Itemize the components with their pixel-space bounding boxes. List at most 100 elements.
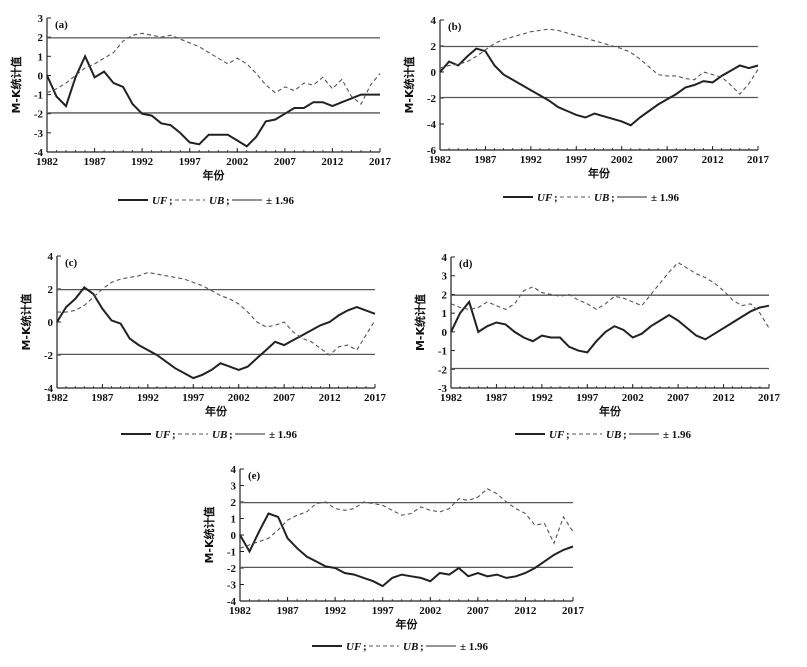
x-tick-label: 2002 [228, 392, 251, 404]
y-tick-label: 2 [442, 289, 448, 301]
x-tick-label: 2017 [369, 156, 392, 168]
x-tick-label: 1997 [182, 392, 205, 404]
y-tick-label: -6 [427, 145, 437, 157]
y-tick-label: -1 [227, 547, 236, 559]
x-tick-label: 1987 [91, 392, 114, 404]
x-tick-label: 1997 [179, 156, 202, 168]
legend-uf-label: UF [537, 192, 553, 204]
legend-threshold-label: ± 1.96 [663, 429, 692, 441]
y-tick-label: -3 [227, 580, 237, 592]
x-axis-label: 年份 [588, 166, 611, 180]
x-tick-label: 2007 [274, 156, 297, 168]
legend-ub-label: UB [594, 192, 609, 204]
y-axis-label: M-K统计值 [413, 294, 427, 351]
legend-separator: ; [623, 429, 627, 441]
series-line-ub [239, 488, 574, 549]
y-tick-label: -2 [427, 93, 437, 105]
legend-separator: ; [169, 195, 173, 207]
x-tick-label: 2002 [611, 154, 634, 166]
series-line-uf [439, 47, 759, 127]
y-tick-label: 2 [231, 497, 237, 509]
y-tick-label: 1 [38, 51, 44, 63]
x-tick-label: 2002 [226, 156, 249, 168]
y-tick-label: 4 [442, 252, 448, 264]
y-tick-label: 0 [231, 530, 237, 542]
legend: UF; UB; ± 1.96 [503, 192, 680, 204]
legend-uf-label: UF [155, 429, 171, 441]
x-tick-label: 1992 [324, 605, 347, 617]
x-tick-label: 1987 [277, 605, 300, 617]
legend-separator: ; [420, 641, 424, 653]
series-line-ub [57, 271, 376, 356]
y-tick-label: -2 [227, 563, 237, 575]
chart-panel-4: -3 -2 -1 0 1 2 3 4 1982 1987 1992 1997 2002 2007 2012 2… [413, 252, 781, 441]
series-line-uf [239, 512, 574, 588]
y-tick-label: -4 [227, 596, 237, 608]
legend: UF; UB; ± 1.96 [515, 429, 692, 441]
x-tick-label: 2007 [667, 392, 690, 404]
x-tick-label: 1997 [565, 154, 588, 166]
legend-ub-label: UB [403, 641, 418, 653]
series-line-ub [450, 261, 770, 329]
legend-separator: ; [566, 429, 570, 441]
y-tick-label: 1 [442, 308, 448, 320]
x-tick-label: 1982 [46, 392, 69, 404]
y-tick-label: 4 [231, 464, 237, 476]
legend-uf-label: UF [152, 195, 168, 207]
panel-label: (b) [448, 21, 462, 33]
y-tick-label: 0 [38, 70, 44, 82]
x-tick-label: 2007 [656, 154, 679, 166]
x-tick-label: 1982 [229, 605, 252, 617]
legend-separator: ; [554, 192, 558, 204]
y-tick-label: 3 [442, 271, 448, 283]
y-tick-label: -2 [438, 364, 448, 376]
legend-uf-label: UF [549, 429, 565, 441]
x-tick-label: 1992 [531, 392, 554, 404]
y-tick-label: -3 [34, 128, 44, 140]
x-axis-label: 年份 [205, 404, 228, 418]
series-line-ub [46, 32, 381, 105]
x-tick-label: 2017 [758, 392, 781, 404]
legend: UF; UB; ± 1.96 [312, 641, 489, 653]
x-axis-label: 年份 [203, 168, 226, 182]
x-tick-label: 1997 [372, 605, 395, 617]
x-tick-label: 1987 [474, 154, 497, 166]
x-tick-label: 2012 [321, 156, 344, 168]
chart-panel-2: -6 -4 -2 0 2 4 1982 1987 1992 1997 2002 2007 2012 201… [402, 15, 770, 204]
x-tick-label: 2012 [713, 392, 736, 404]
y-tick-label: -4 [34, 147, 44, 159]
x-tick-label: 1992 [131, 156, 154, 168]
y-tick-label: 2 [38, 32, 44, 44]
legend-threshold-label: ± 1.96 [651, 192, 680, 204]
x-tick-label: 1987 [485, 392, 508, 404]
x-tick-label: 1982 [36, 156, 59, 168]
y-tick-label: -4 [427, 119, 437, 131]
legend-threshold-label: ± 1.96 [269, 429, 298, 441]
y-tick-label: 3 [231, 481, 237, 493]
x-tick-label: 2017 [562, 605, 585, 617]
legend-uf-label: UF [346, 641, 362, 653]
y-tick-label: -1 [34, 90, 43, 102]
legend-threshold-label: ± 1.96 [266, 195, 295, 207]
legend-ub-label: UB [209, 195, 224, 207]
y-tick-label: 0 [48, 317, 54, 329]
y-tick-label: 4 [431, 15, 437, 27]
series-line-uf [450, 299, 770, 354]
panel-label: (e) [248, 470, 261, 482]
y-axis-label: M-K统计值 [19, 293, 33, 350]
y-tick-label: 2 [431, 41, 437, 53]
y-tick-label: -2 [34, 109, 44, 121]
y-tick-label: -1 [438, 346, 447, 358]
y-tick-label: 0 [431, 67, 437, 79]
y-tick-label: 2 [48, 284, 54, 296]
panel-label: (a) [55, 19, 68, 31]
legend-separator: ; [229, 429, 233, 441]
series-line-ub [439, 28, 759, 95]
y-axis-label: M-K统计值 [202, 506, 216, 563]
legend: UF; UB; ± 1.96 [121, 429, 298, 441]
x-tick-label: 2012 [702, 154, 725, 166]
legend-separator: ; [611, 192, 615, 204]
legend-separator: ; [226, 195, 230, 207]
y-tick-label: 4 [48, 251, 54, 263]
